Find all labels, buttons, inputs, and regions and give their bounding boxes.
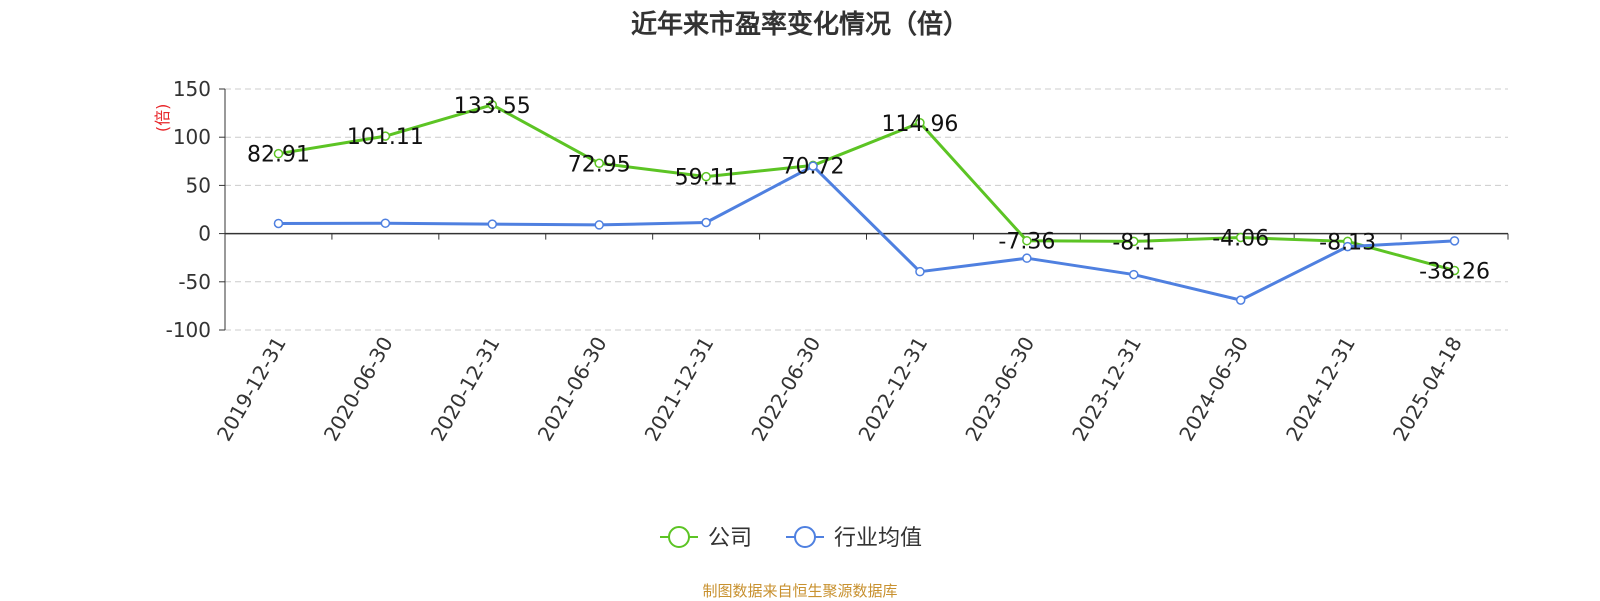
data-point	[487, 100, 498, 110]
data-label: 101.11	[347, 125, 424, 150]
data-point	[1129, 269, 1139, 280]
y-tick-label: -100	[166, 318, 211, 342]
data-label: 114.96	[881, 112, 958, 137]
data-point	[1449, 265, 1460, 276]
grid-lines	[225, 88, 1508, 331]
series-line-industry-average	[278, 164, 1455, 302]
data-label: -8.1	[1112, 230, 1155, 255]
data-label: 59.11	[675, 166, 738, 191]
data-point	[594, 220, 604, 230]
legend-marker	[668, 526, 690, 548]
data-point	[808, 161, 818, 171]
y-tick-label: 0	[198, 222, 211, 246]
data-label: 133.55	[454, 94, 531, 119]
data-point	[1449, 236, 1460, 246]
x-tick-label: 2020-12-31	[426, 333, 505, 446]
data-point	[594, 158, 604, 169]
data-labels: 82.91 101.11 133.55 72.95 59.11 70.72 114.96 -7…	[247, 94, 1490, 285]
data-point	[1342, 241, 1353, 252]
series-lines	[273, 100, 1460, 305]
legend-item-industry-average: 行业均值	[786, 526, 922, 551]
x-tick-label: 2024-06-30	[1174, 333, 1253, 446]
data-label: -8.13	[1319, 230, 1376, 255]
data-label: 70.72	[782, 154, 845, 179]
legend-label: 行业均值	[834, 526, 922, 551]
y-tick-label: 50	[186, 173, 211, 197]
series-line-company	[278, 103, 1455, 272]
chart-title: 近年来市盈率变化情况（倍）	[630, 10, 969, 40]
data-point	[701, 217, 711, 228]
data-point	[1235, 295, 1246, 305]
y-tick-label: 150	[173, 77, 211, 101]
x-tick-label: 2021-06-30	[533, 333, 612, 446]
y-tick-label: 100	[173, 125, 211, 149]
x-tick-label: 2020-06-30	[319, 333, 398, 446]
y-axis-label: (倍)	[153, 104, 172, 133]
y-tick-label: -50	[178, 270, 211, 294]
data-point	[380, 131, 391, 141]
x-tick-label: 2022-06-30	[746, 333, 825, 446]
data-point	[915, 118, 925, 128]
data-label: -38.26	[1419, 259, 1490, 284]
data-point	[273, 148, 284, 159]
x-tick-label: 2023-12-31	[1067, 333, 1146, 446]
data-label: -4.06	[1212, 227, 1269, 252]
data-point	[1022, 253, 1032, 263]
x-tick-label: 2024-12-31	[1281, 333, 1360, 446]
data-point	[701, 171, 711, 182]
legend-marker	[794, 526, 816, 548]
x-tick-label: 2025-04-18	[1388, 333, 1467, 446]
data-label: 72.95	[568, 152, 631, 177]
legend-item-company: 公司	[660, 526, 752, 551]
data-point	[1022, 235, 1032, 246]
legend-label: 公司	[708, 526, 752, 551]
source-note: 制图数据来自恒生聚源数据库	[702, 582, 898, 600]
x-tick-label: 2022-12-31	[853, 333, 932, 446]
data-point	[380, 218, 391, 228]
legend: 公司 行业均值	[660, 526, 922, 551]
data-point	[915, 266, 925, 277]
data-point	[487, 219, 498, 229]
x-tick-label: 2021-12-31	[640, 333, 719, 446]
data-point	[273, 218, 284, 229]
x-tick-label: 2023-06-30	[960, 333, 1039, 446]
data-point	[1235, 232, 1246, 243]
x-tick-label: 2019-12-31	[212, 333, 291, 446]
data-point	[1129, 236, 1139, 247]
data-label: -7.36	[998, 230, 1055, 255]
data-label: 82.91	[247, 143, 310, 168]
